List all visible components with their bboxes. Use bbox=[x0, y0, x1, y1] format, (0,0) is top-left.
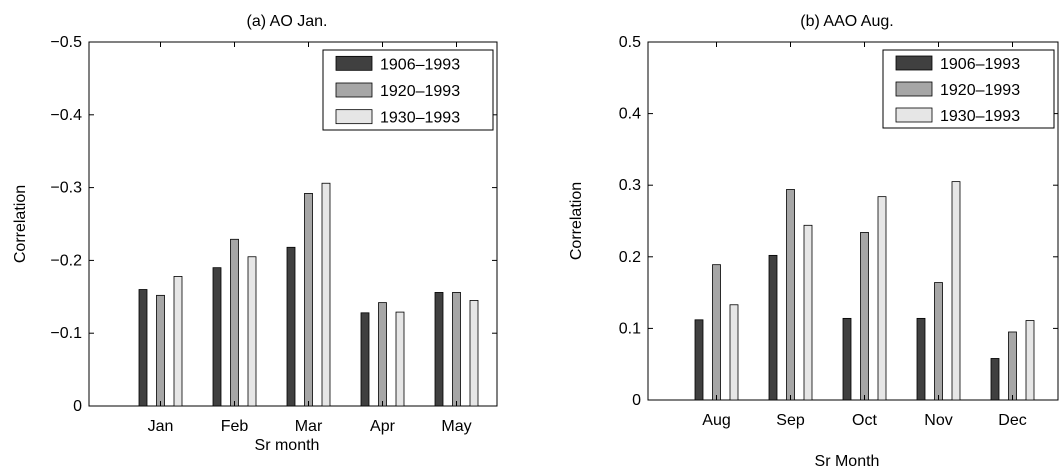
bar-nov-series-2 bbox=[934, 282, 943, 401]
bar-aug-series-3 bbox=[729, 304, 739, 401]
chart-title: (a) AO Jan. bbox=[247, 13, 328, 30]
y-tick-label: −0.3 bbox=[50, 180, 82, 197]
legend: 1906–1993 1920–1993 1930–1993 bbox=[882, 49, 1055, 129]
x-axis-label: Sr month bbox=[255, 437, 320, 454]
bar-mar-series-2 bbox=[304, 193, 313, 407]
legend-label: 1920–1993 bbox=[940, 82, 1020, 99]
x-tick-label: May bbox=[441, 418, 471, 435]
legend-swatch bbox=[335, 55, 373, 71]
y-tick-label: 0.3 bbox=[619, 177, 641, 194]
y-tick-label: 0.2 bbox=[619, 249, 641, 266]
bar-jan-series-3 bbox=[173, 276, 183, 407]
bar-aug-series-1 bbox=[694, 319, 704, 401]
bar-may-series-2 bbox=[452, 292, 461, 407]
y-tick-label: −0.5 bbox=[50, 34, 82, 51]
bar-jan-series-1 bbox=[138, 289, 148, 407]
legend: 1906–1993 1920–1993 1930–1993 bbox=[322, 49, 494, 131]
x-tick-label: Oct bbox=[852, 412, 877, 429]
bar-aug-series-2 bbox=[712, 264, 721, 401]
y-axis-label: Correlation bbox=[12, 185, 29, 263]
x-tick-label: Mar bbox=[295, 418, 323, 435]
bar-apr-series-3 bbox=[395, 311, 405, 407]
x-tick-label: Jan bbox=[148, 418, 174, 435]
x-tick-label: Sep bbox=[776, 412, 805, 429]
bar-apr-series-1 bbox=[360, 312, 370, 407]
legend-swatch bbox=[895, 55, 933, 71]
chart-panel-ao-jan: (a) AO Jan. 0 −0.1 −0.2 −0.3 −0.4 −0.5 Jan Feb… bbox=[12, 13, 498, 454]
bar-dec-series-1 bbox=[990, 358, 1000, 401]
x-tick-label: Aug bbox=[702, 412, 730, 429]
legend-label: 1930–1993 bbox=[940, 108, 1020, 125]
bar-nov-series-3 bbox=[951, 181, 961, 401]
legend-label: 1906–1993 bbox=[380, 56, 460, 73]
bar-jan-series-2 bbox=[156, 294, 165, 407]
y-tick-label: −0.2 bbox=[50, 252, 82, 269]
y-tick-label: −0.4 bbox=[50, 107, 82, 124]
bar-mar-series-3 bbox=[321, 182, 331, 407]
y-axis-ticks: 0 0.1 0.2 0.3 0.4 0.5 bbox=[619, 34, 1058, 409]
bar-group bbox=[138, 182, 479, 407]
x-tick-label: Dec bbox=[998, 412, 1026, 429]
y-axis-label: Correlation bbox=[568, 182, 585, 260]
y-tick-label: 0.4 bbox=[619, 106, 641, 123]
bar-feb-series-2 bbox=[230, 238, 239, 407]
bar-feb-series-1 bbox=[212, 267, 222, 407]
bar-dec-series-2 bbox=[1008, 331, 1017, 401]
legend-label: 1906–1993 bbox=[940, 56, 1020, 73]
y-tick-label: 0.1 bbox=[619, 320, 641, 337]
bar-oct-series-3 bbox=[877, 196, 887, 401]
chart-panel-aao-aug: (b) AAO Aug. 0 0.1 0.2 0.3 0.4 0.5 Aug Sep Oct N… bbox=[568, 13, 1059, 470]
bar-may-series-1 bbox=[434, 292, 444, 407]
x-tick-label: Feb bbox=[221, 418, 249, 435]
y-axis-ticks: 0 −0.1 −0.2 −0.3 −0.4 −0.5 bbox=[50, 34, 497, 415]
legend-swatch bbox=[335, 109, 373, 125]
y-tick-label: 0 bbox=[73, 398, 82, 415]
legend-swatch bbox=[895, 81, 933, 97]
y-tick-label: −0.1 bbox=[50, 325, 82, 342]
x-axis-ticks: Aug Sep Oct Nov Dec bbox=[702, 42, 1027, 429]
x-tick-label: Nov bbox=[924, 412, 952, 429]
bar-feb-series-3 bbox=[247, 256, 257, 407]
legend-swatch bbox=[895, 107, 933, 123]
bar-mar-series-1 bbox=[286, 246, 296, 407]
legend-label: 1930–1993 bbox=[380, 110, 460, 127]
legend-label: 1920–1993 bbox=[380, 83, 460, 100]
chart-title: (b) AAO Aug. bbox=[800, 13, 893, 30]
bar-oct-series-1 bbox=[842, 317, 852, 401]
x-tick-label: Apr bbox=[370, 418, 396, 435]
y-tick-label: 0 bbox=[632, 392, 641, 409]
bar-sep-series-2 bbox=[786, 189, 795, 401]
bar-sep-series-3 bbox=[803, 224, 813, 401]
bar-apr-series-2 bbox=[378, 302, 387, 407]
x-axis-label: Sr Month bbox=[815, 453, 880, 470]
y-tick-label: 0.5 bbox=[619, 34, 641, 51]
bar-may-series-3 bbox=[469, 300, 479, 407]
bar-group bbox=[694, 181, 1035, 401]
bar-sep-series-1 bbox=[768, 254, 778, 401]
x-axis-ticks: Jan Feb Mar Apr May bbox=[148, 42, 472, 435]
plot-frame bbox=[647, 41, 1059, 401]
bar-nov-series-1 bbox=[916, 317, 926, 401]
bar-dec-series-3 bbox=[1025, 320, 1035, 401]
legend-swatch bbox=[335, 82, 373, 98]
bar-oct-series-2 bbox=[860, 232, 869, 401]
